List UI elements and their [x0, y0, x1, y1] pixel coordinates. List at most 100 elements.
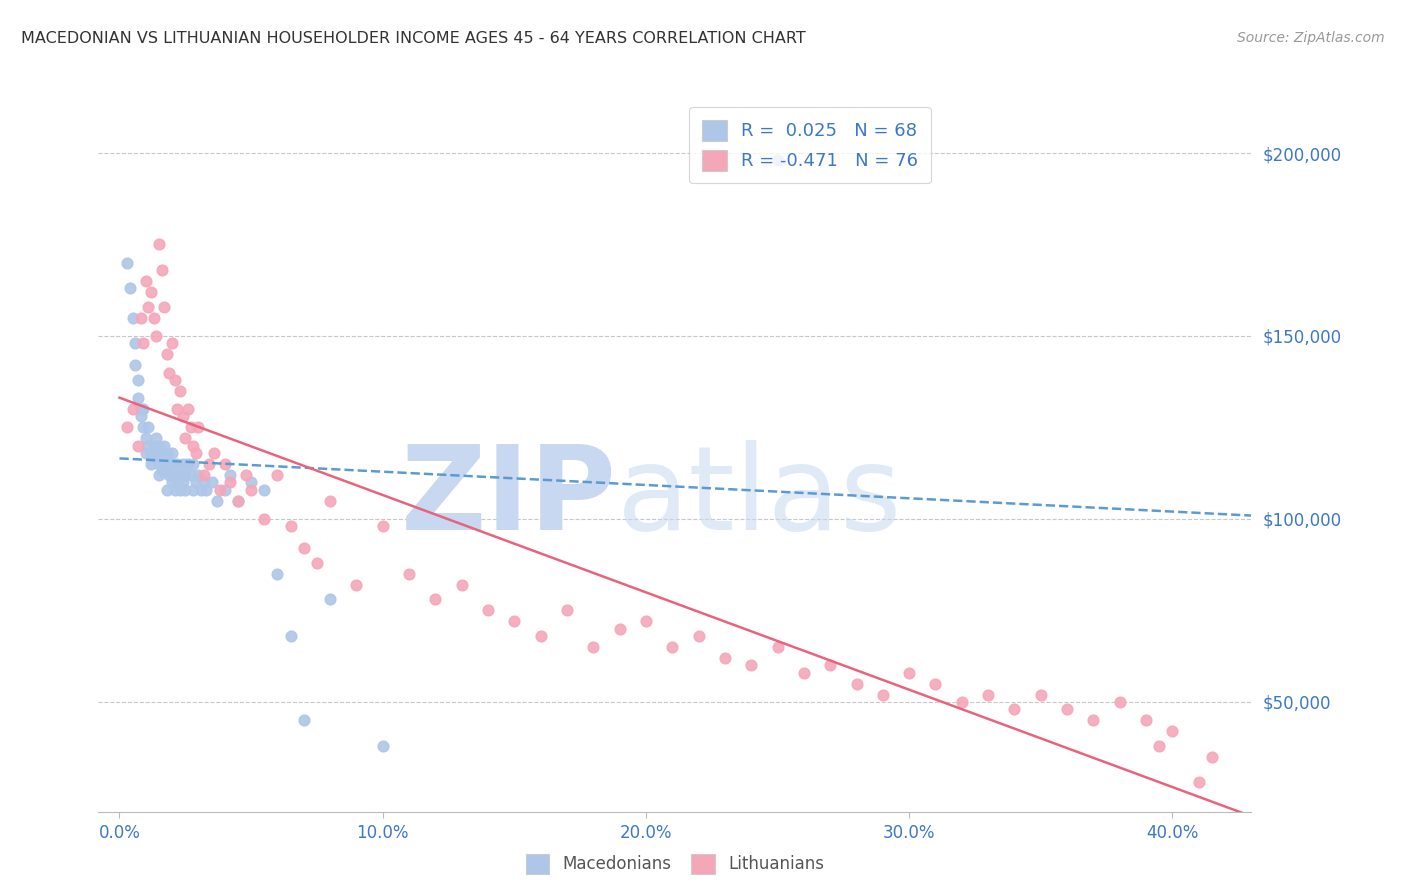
Point: [135, 446, 157, 460]
Point: [148, 439, 170, 453]
Point: [1056, 702, 1078, 716]
Point: [148, 457, 170, 471]
Point: [163, 468, 186, 483]
Point: [184, 446, 207, 460]
Point: [280, 629, 302, 643]
Point: [138, 420, 160, 434]
Point: [253, 483, 276, 497]
Point: [292, 713, 315, 727]
Point: [253, 512, 276, 526]
Point: [172, 457, 194, 471]
Point: [166, 457, 188, 471]
Point: [1108, 695, 1130, 709]
Point: [198, 457, 221, 471]
Point: [766, 640, 789, 654]
Point: [142, 450, 165, 464]
Point: [124, 336, 146, 351]
Point: [1188, 775, 1211, 789]
Point: [240, 475, 263, 490]
Point: [240, 483, 263, 497]
Point: [208, 483, 231, 497]
Point: [177, 457, 200, 471]
Point: [124, 358, 146, 372]
Point: [148, 468, 170, 483]
Point: [160, 457, 183, 471]
Point: [1083, 713, 1105, 727]
Point: [153, 300, 176, 314]
Point: [977, 688, 1000, 702]
Point: [156, 446, 179, 460]
Point: [156, 347, 179, 361]
Point: [845, 676, 868, 690]
Point: [398, 566, 420, 581]
Point: [214, 457, 236, 471]
Point: [142, 439, 165, 453]
Point: [319, 592, 342, 607]
Point: [153, 439, 176, 453]
Point: [145, 432, 167, 446]
Point: [117, 420, 139, 434]
Point: [181, 483, 204, 497]
Point: [135, 274, 157, 288]
Point: [193, 475, 215, 490]
Point: [187, 420, 209, 434]
Point: [195, 483, 218, 497]
Point: [180, 420, 202, 434]
Point: [609, 622, 631, 636]
Point: [129, 310, 152, 325]
Point: [214, 483, 236, 497]
Point: [156, 464, 179, 478]
Point: [160, 336, 183, 351]
Point: [177, 402, 200, 417]
Point: [169, 483, 191, 497]
Point: [135, 432, 157, 446]
Point: [371, 739, 394, 753]
Point: [127, 439, 149, 453]
Point: [150, 263, 173, 277]
Point: [226, 493, 249, 508]
Point: [201, 475, 224, 490]
Text: atlas: atlas: [617, 441, 903, 555]
Point: [280, 519, 302, 533]
Point: [661, 640, 683, 654]
Point: [153, 457, 176, 471]
Point: [266, 468, 288, 483]
Point: [138, 300, 160, 314]
Point: [163, 373, 186, 387]
Point: [150, 464, 173, 478]
Point: [266, 566, 288, 581]
Point: [202, 446, 225, 460]
Point: [121, 402, 143, 417]
Point: [950, 695, 973, 709]
Point: [1147, 739, 1170, 753]
Point: [127, 391, 149, 405]
Point: [793, 665, 815, 680]
Point: [305, 556, 328, 570]
Point: [924, 676, 946, 690]
Point: [818, 658, 841, 673]
Point: [1004, 702, 1026, 716]
Point: [159, 457, 181, 471]
Point: [634, 615, 657, 629]
Point: [371, 519, 394, 533]
Point: [503, 615, 526, 629]
Point: [190, 483, 212, 497]
Point: [142, 310, 165, 325]
Point: [714, 651, 737, 665]
Point: [450, 578, 472, 592]
Point: [139, 446, 162, 460]
Point: [159, 468, 181, 483]
Point: [740, 658, 762, 673]
Point: [174, 432, 197, 446]
Point: [688, 629, 710, 643]
Point: [129, 409, 152, 424]
Point: [139, 457, 162, 471]
Point: [425, 592, 447, 607]
Point: [132, 420, 155, 434]
Point: [121, 310, 143, 325]
Text: MACEDONIAN VS LITHUANIAN HOUSEHOLDER INCOME AGES 45 - 64 YEARS CORRELATION CHART: MACEDONIAN VS LITHUANIAN HOUSEHOLDER INC…: [21, 31, 806, 46]
Point: [169, 468, 191, 483]
Point: [145, 329, 167, 343]
Point: [180, 468, 202, 483]
Point: [184, 475, 207, 490]
